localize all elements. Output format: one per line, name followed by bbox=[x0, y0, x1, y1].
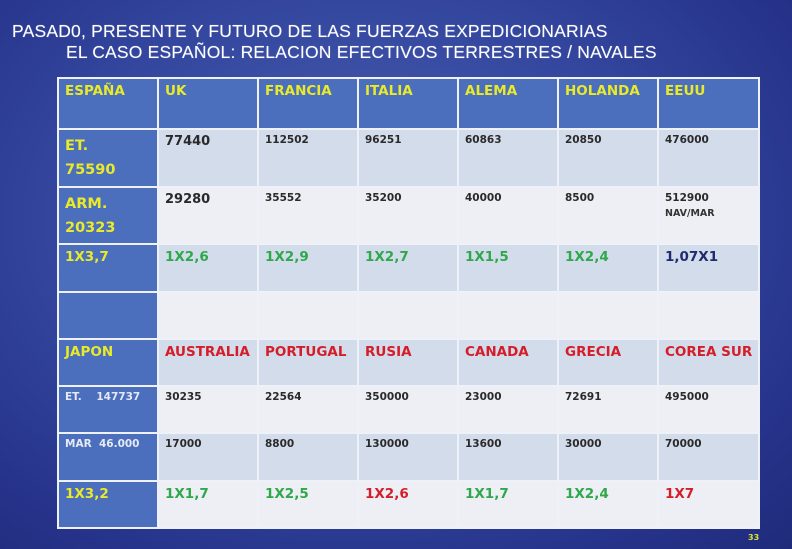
empty-cell bbox=[357, 291, 459, 340]
cell-arm-uk: 29280 bbox=[157, 186, 259, 245]
cell-et-rusia: 350000 bbox=[357, 385, 459, 434]
cell-et-uk: 77440 bbox=[157, 128, 259, 188]
cell-arm-eeuu: 512900 NAV/MAR bbox=[657, 186, 760, 245]
cell-et-corea-sur: 495000 bbox=[657, 385, 760, 434]
header-cell-espana: ESPAÑA bbox=[57, 77, 159, 130]
ratio-uk: 1X2,6 bbox=[157, 243, 259, 293]
cell-mar-australia: 17000 bbox=[157, 432, 259, 482]
row-label-line1: ET. bbox=[65, 138, 89, 154]
slide-title-line-2: EL CASO ESPAÑOL: RELACION EFECTIVOS TERR… bbox=[66, 42, 657, 62]
row-label-et-japon: ET. 147737 bbox=[57, 385, 159, 434]
table-row-mar-bottom: MAR 46.000 17000 8800 130000 13600 30000… bbox=[57, 432, 760, 482]
table-row-et-top: ET. 75590 77440 112502 96251 60863 20850… bbox=[57, 128, 760, 188]
ratio-italia: 1X2,7 bbox=[357, 243, 459, 293]
ratio-canada: 1X1,7 bbox=[457, 480, 559, 529]
header-cell-alemania: ALEMA bbox=[457, 77, 559, 130]
ratio-label-japon: 1X3,2 bbox=[57, 480, 159, 529]
empty-cell bbox=[257, 291, 359, 340]
row-label-arm-espana: ARM. 20323 bbox=[57, 186, 159, 245]
empty-cell bbox=[557, 291, 659, 340]
header-cell-japon: JAPON bbox=[57, 338, 159, 387]
cell-mar-corea-sur: 70000 bbox=[657, 432, 760, 482]
cell-arm-eeuu-note: NAV/MAR bbox=[665, 208, 715, 219]
empty-cell bbox=[157, 291, 259, 340]
header-cell-holanda: HOLANDA bbox=[557, 77, 659, 130]
page-number: 33 bbox=[748, 533, 760, 542]
header-row-top: ESPAÑA UK FRANCIA ITALIA ALEMA HOLANDA E… bbox=[57, 77, 760, 130]
slide-title-line-1: PASAD0, PRESENTE Y FUTURO DE LAS FUERZAS… bbox=[12, 21, 608, 41]
header-cell-eeuu: EEUU bbox=[657, 77, 760, 130]
ratio-eeuu: 1,07X1 bbox=[657, 243, 760, 293]
table-row-arm-top: ARM. 20323 29280 35552 35200 40000 8500 … bbox=[57, 186, 760, 245]
empty-cell bbox=[457, 291, 559, 340]
empty-label-cell bbox=[57, 291, 159, 340]
row-label-et-espana: ET. 75590 bbox=[57, 128, 159, 188]
cell-arm-holanda: 8500 bbox=[557, 186, 659, 245]
cell-et-francia: 112502 bbox=[257, 128, 359, 188]
row-label-line2: 75590 bbox=[65, 162, 116, 178]
header-cell-canada: CANADA bbox=[457, 338, 559, 387]
empty-cell bbox=[657, 291, 760, 340]
cell-et-portugal: 22564 bbox=[257, 385, 359, 434]
ratio-holanda: 1X2,4 bbox=[557, 243, 659, 293]
header-cell-uk: UK bbox=[157, 77, 259, 130]
cell-arm-francia: 35552 bbox=[257, 186, 359, 245]
table-row-et-bottom: ET. 147737 30235 22564 350000 23000 7269… bbox=[57, 385, 760, 434]
header-cell-italia: ITALIA bbox=[357, 77, 459, 130]
ratio-rusia: 1X2,6 bbox=[357, 480, 459, 529]
ratio-corea-sur: 1X7 bbox=[657, 480, 760, 529]
table-row-ratio-bottom: 1X3,2 1X1,7 1X2,5 1X2,6 1X1,7 1X2,4 1X7 bbox=[57, 480, 760, 529]
cell-et-italia: 96251 bbox=[357, 128, 459, 188]
cell-mar-portugal: 8800 bbox=[257, 432, 359, 482]
ratio-grecia: 1X2,4 bbox=[557, 480, 659, 529]
cell-et-canada: 23000 bbox=[457, 385, 559, 434]
cell-et-holanda: 20850 bbox=[557, 128, 659, 188]
table-row-empty bbox=[57, 291, 760, 340]
cell-et-australia: 30235 bbox=[157, 385, 259, 434]
header-cell-francia: FRANCIA bbox=[257, 77, 359, 130]
ratio-alemania: 1X1,5 bbox=[457, 243, 559, 293]
cell-et-alemania: 60863 bbox=[457, 128, 559, 188]
header-cell-portugal: PORTUGAL bbox=[257, 338, 359, 387]
ratio-label-espana: 1X3,7 bbox=[57, 243, 159, 293]
cell-arm-eeuu-value: 512900 bbox=[665, 192, 709, 204]
cell-arm-italia: 35200 bbox=[357, 186, 459, 245]
header-cell-grecia: GRECIA bbox=[557, 338, 659, 387]
header-row-bottom: JAPON AUSTRALIA PORTUGAL RUSIA CANADA GR… bbox=[57, 338, 760, 387]
ratio-portugal: 1X2,5 bbox=[257, 480, 359, 529]
row-label-line2: 20323 bbox=[65, 220, 116, 236]
ratio-francia: 1X2,9 bbox=[257, 243, 359, 293]
row-label-mar-japon: MAR 46.000 bbox=[57, 432, 159, 482]
ratio-australia: 1X1,7 bbox=[157, 480, 259, 529]
cell-mar-rusia: 130000 bbox=[357, 432, 459, 482]
cell-mar-canada: 13600 bbox=[457, 432, 559, 482]
comparison-table: ESPAÑA UK FRANCIA ITALIA ALEMA HOLANDA E… bbox=[57, 77, 760, 529]
header-cell-australia: AUSTRALIA bbox=[157, 338, 259, 387]
cell-et-eeuu: 476000 bbox=[657, 128, 760, 188]
cell-arm-alemania: 40000 bbox=[457, 186, 559, 245]
header-cell-rusia: RUSIA bbox=[357, 338, 459, 387]
cell-et-grecia: 72691 bbox=[557, 385, 659, 434]
row-label-line1: ARM. bbox=[65, 196, 108, 212]
header-cell-corea-sur: COREA SUR bbox=[657, 338, 760, 387]
table-row-ratio-top: 1X3,7 1X2,6 1X2,9 1X2,7 1X1,5 1X2,4 1,07… bbox=[57, 243, 760, 293]
cell-mar-grecia: 30000 bbox=[557, 432, 659, 482]
